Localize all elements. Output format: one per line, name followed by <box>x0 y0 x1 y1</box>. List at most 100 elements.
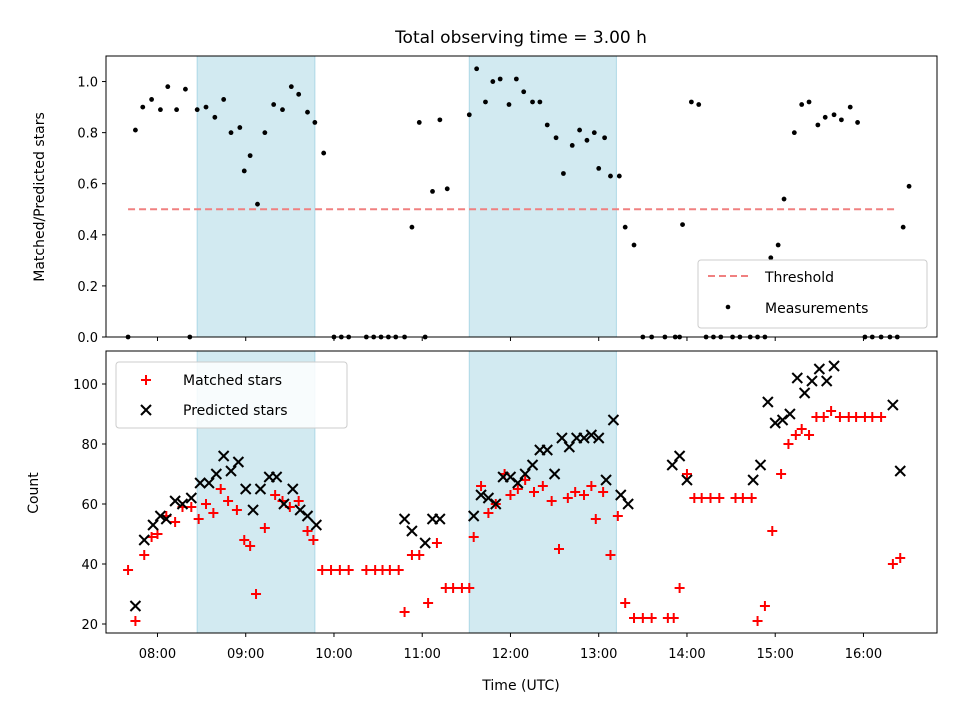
x-stroke <box>600 474 612 486</box>
predicted-point <box>210 468 223 480</box>
measurement-point <box>799 102 805 107</box>
measurement-point <box>237 125 243 130</box>
matched-point <box>393 565 404 575</box>
matched-point <box>895 553 906 563</box>
matched-point <box>674 583 685 593</box>
measurement-point <box>183 86 188 92</box>
predicted-point <box>310 519 323 531</box>
x-stroke <box>548 468 561 480</box>
y-tick-label: 40 <box>81 558 98 573</box>
x-stroke <box>791 372 803 384</box>
predicted-point <box>475 489 487 501</box>
x-stroke <box>278 498 290 510</box>
matched-point <box>505 490 516 500</box>
predicted-point <box>622 498 634 510</box>
x-stroke <box>820 375 833 387</box>
measurement-point <box>312 120 318 125</box>
x-tick-label: 11:00 <box>403 647 440 662</box>
x-stroke <box>217 450 230 462</box>
measurement-point <box>296 91 302 97</box>
legend-predicted-label: Predicted stars <box>183 403 288 419</box>
x-stroke <box>512 477 524 489</box>
predicted-point <box>185 492 198 504</box>
matched-point <box>270 490 281 500</box>
matched-point <box>790 430 801 440</box>
predicted-point <box>194 477 206 489</box>
x-stroke <box>747 474 759 486</box>
shaded-band <box>468 350 617 634</box>
predicted-point <box>681 474 693 486</box>
predicted-point <box>894 465 906 477</box>
legend-plus <box>141 375 151 385</box>
matched-point <box>293 496 304 506</box>
x-stroke <box>519 468 531 480</box>
x-tick-label: 08:00 <box>139 647 176 662</box>
top-legend-box <box>697 259 928 329</box>
measurement-point <box>194 107 200 113</box>
x-stroke <box>294 504 306 516</box>
measurement-point <box>838 117 844 123</box>
matched-point <box>737 493 748 503</box>
measurement-point <box>775 242 781 248</box>
x-stroke <box>138 534 150 546</box>
matched-point <box>326 565 337 575</box>
x-stroke <box>622 498 634 510</box>
top-shaded-bands <box>196 55 617 338</box>
matched-point <box>537 481 548 491</box>
x-stroke <box>254 483 267 495</box>
measurement-point <box>271 102 277 107</box>
x-stroke <box>798 387 811 399</box>
measurement-point <box>321 150 327 156</box>
predicted-point <box>887 399 899 411</box>
x-stroke <box>147 519 159 531</box>
predicted-point <box>798 387 811 399</box>
x-stroke <box>887 399 899 411</box>
predicted-point <box>247 504 259 516</box>
measurement-point <box>577 127 582 133</box>
bottom-legend: Matched stars Predicted stars <box>115 361 348 429</box>
y-tick-label: 80 <box>81 438 98 453</box>
predicted-point <box>791 372 803 384</box>
measurement-point <box>466 112 472 118</box>
measurement-point <box>444 186 450 192</box>
measurement-point <box>158 107 163 113</box>
matched-point <box>201 499 212 509</box>
predicted-point <box>593 432 605 444</box>
matched-point <box>851 412 862 422</box>
matched-point <box>668 613 679 623</box>
predicted-point <box>147 519 159 531</box>
matched-point <box>759 601 770 611</box>
x-stroke <box>467 510 480 522</box>
measurement-point <box>806 99 812 105</box>
matched-point <box>637 613 648 623</box>
measurement-point <box>688 99 694 105</box>
x-stroke <box>504 471 517 483</box>
measurement-point <box>228 130 234 136</box>
matched-point <box>579 490 590 500</box>
x-stroke <box>482 492 495 504</box>
matched-point <box>752 616 763 626</box>
y-tick-label: 60 <box>81 498 98 513</box>
measurement-point <box>553 135 559 141</box>
x-stroke <box>490 498 502 510</box>
matched-point <box>876 412 887 422</box>
predicted-point <box>270 471 283 483</box>
y-tick-label: 0.8 <box>77 127 98 142</box>
y-tick-label: 0.6 <box>77 178 98 193</box>
predicted-point <box>467 510 480 522</box>
matched-point <box>251 589 262 599</box>
measurement-point <box>537 99 543 105</box>
predicted-point <box>240 483 252 495</box>
measurement-point <box>602 135 607 141</box>
matched-point <box>746 493 757 503</box>
top-y-axis-label: Matched/Predicted stars <box>32 112 48 282</box>
x-stroke <box>828 360 840 372</box>
measurement-point <box>133 127 138 133</box>
x-stroke <box>434 513 446 525</box>
y-tick-label: 0.0 <box>77 331 98 346</box>
predicted-point <box>160 513 173 525</box>
measurement-point <box>241 168 247 174</box>
x-stroke <box>225 465 237 477</box>
predicted-point <box>820 375 833 387</box>
matched-point <box>598 487 609 497</box>
